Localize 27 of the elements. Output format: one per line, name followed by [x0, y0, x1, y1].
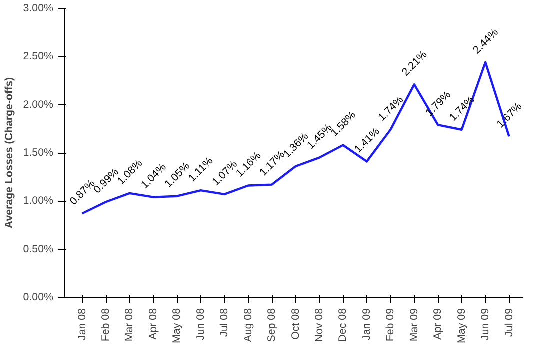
y-tick-label: 1.00%: [23, 195, 54, 208]
x-tick-label: Jan 08: [76, 308, 88, 340]
x-tick-label: Jun 09: [480, 308, 492, 340]
x-tick-label: Jan 09: [360, 308, 373, 340]
x-tick-label: Dec 08: [337, 308, 350, 342]
x-tick-label: Apr 09: [432, 308, 444, 340]
x-tick-label: Apr 08: [147, 308, 160, 340]
x-tick-label: May 08: [171, 308, 184, 344]
x-tick-label: Mar 09: [408, 308, 420, 342]
x-tick-label: Feb 09: [384, 308, 397, 342]
x-tick-label: Jul 09: [503, 308, 516, 337]
y-tick-label: 2.00%: [23, 98, 54, 111]
y-tick-label: 0.00%: [23, 292, 54, 304]
y-tick-label: 3.00%: [23, 2, 54, 14]
y-axis-title: Average Losses (Charge-offs): [3, 76, 16, 229]
x-tick-label: Jul 08: [218, 308, 231, 337]
x-tick-label: Sep 08: [266, 308, 278, 342]
x-tick-label: Jun 08: [194, 308, 207, 340]
x-tick-label: Feb 08: [100, 308, 112, 342]
y-tick-label: 1.50%: [23, 147, 54, 159]
x-tick-label: Oct 08: [290, 308, 302, 340]
x-tick-label: Nov 08: [314, 308, 326, 342]
x-tick-label: Aug 08: [242, 308, 254, 342]
x-tick-label: Mar 08: [124, 308, 136, 342]
x-tick-label: May 09: [456, 308, 468, 344]
y-tick-label: 0.50%: [23, 243, 54, 256]
y-tick-label: 2.50%: [23, 50, 54, 63]
